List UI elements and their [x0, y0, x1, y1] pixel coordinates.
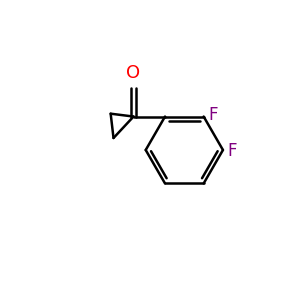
Text: O: O	[127, 64, 141, 82]
Text: F: F	[208, 106, 218, 124]
Text: F: F	[227, 142, 237, 160]
